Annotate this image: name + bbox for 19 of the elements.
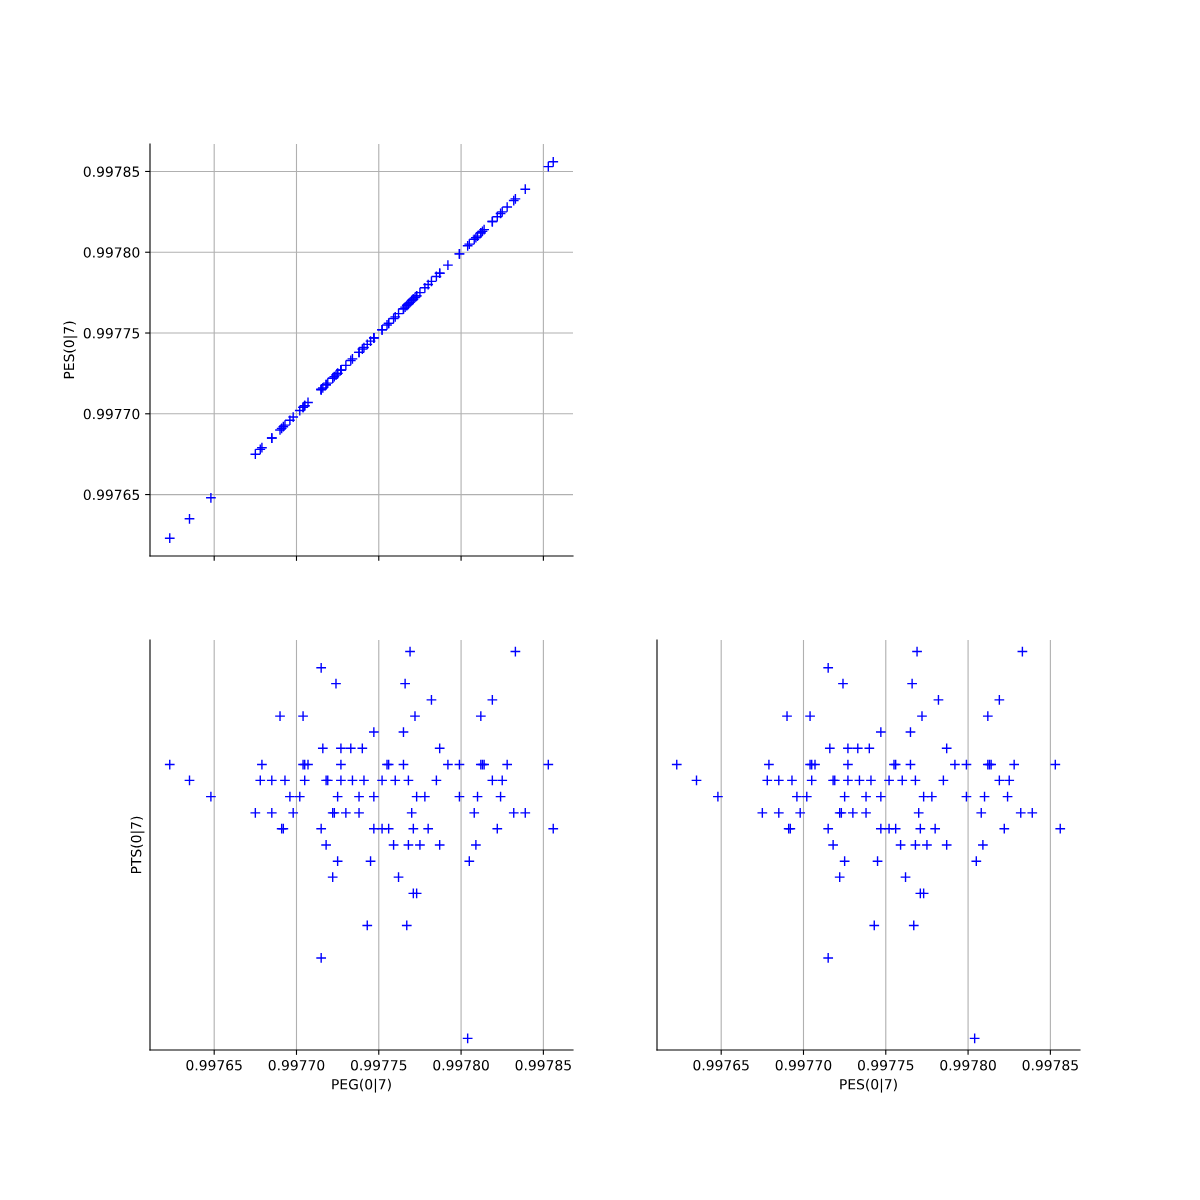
x-tick-label: 0.99770 — [268, 1059, 325, 1071]
x-axis-title: PEG(0|7) — [332, 1078, 391, 1093]
x-tick-label: 0.99785 — [515, 1059, 571, 1071]
x-tick-label: 0.99770 — [775, 1059, 832, 1071]
x-tick-label: 0.99780 — [940, 1059, 996, 1071]
x-tick-label: 0.99765 — [693, 1059, 749, 1071]
x-tick-label: 0.99775 — [350, 1059, 407, 1071]
y-tick-label: 0.99775 — [83, 327, 140, 339]
y-tick-label: 0.99765 — [83, 489, 140, 501]
x-tick-label: 0.99785 — [1022, 1059, 1078, 1071]
y-tick-label: 0.99780 — [83, 247, 140, 258]
x-tick-label: 0.99775 — [857, 1059, 914, 1071]
y-tick-label: 0.99785 — [83, 166, 140, 177]
x-tick-label: 0.99780 — [433, 1059, 489, 1071]
x-axis-title: PES(0|7) — [840, 1078, 897, 1093]
y-axis-title: PES(0|7) — [63, 321, 78, 379]
x-tick-label: 0.99765 — [186, 1059, 242, 1071]
y-tick-label: 0.99770 — [83, 408, 140, 420]
y-axis-title: PTS(0|7) — [130, 816, 145, 874]
